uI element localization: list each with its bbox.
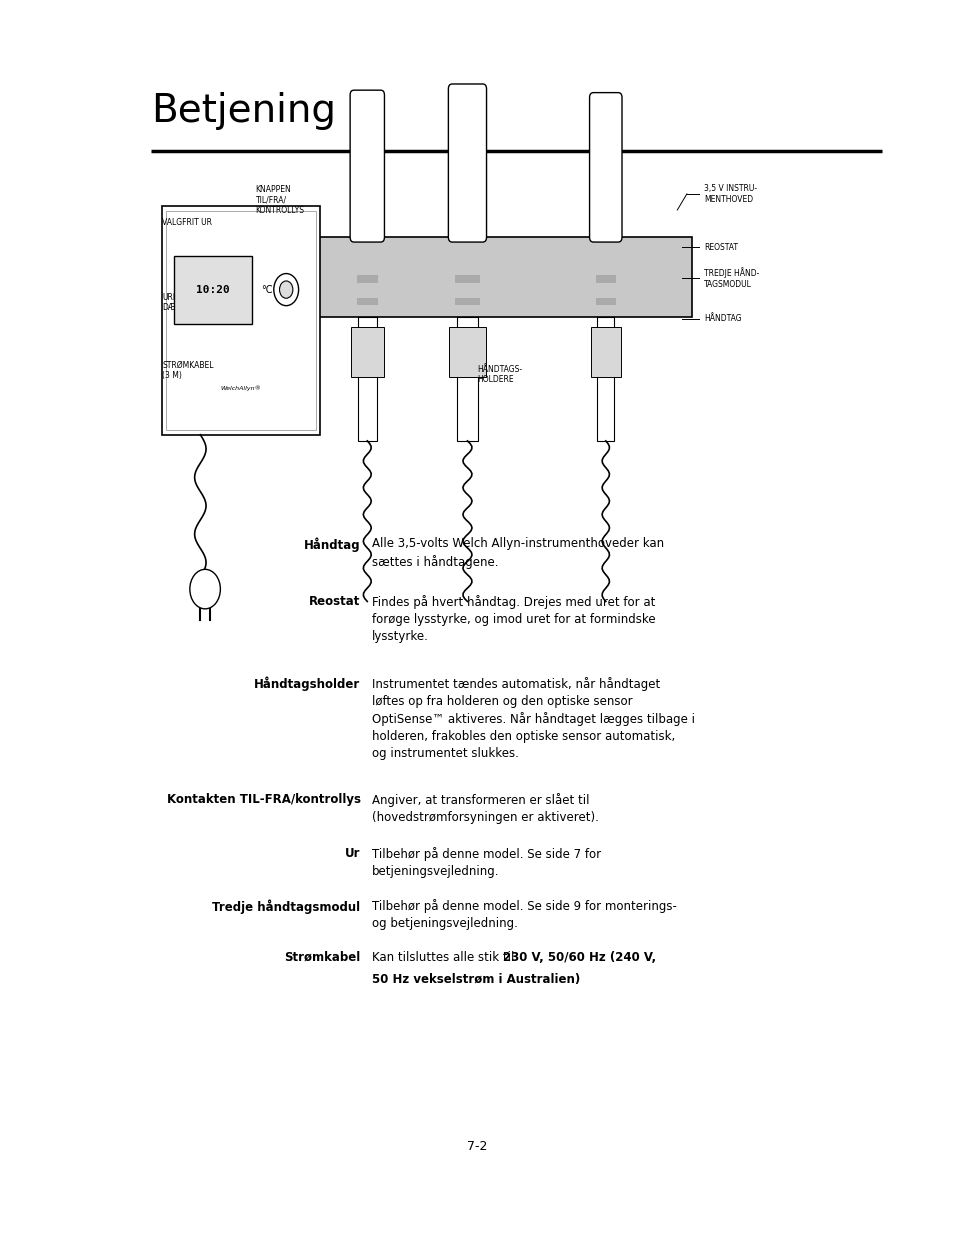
Text: Ur: Ur bbox=[345, 847, 360, 861]
Text: Angiver, at transformeren er slået til
(hovedstrømforsyningen er aktiveret).: Angiver, at transformeren er slået til (… bbox=[372, 793, 598, 824]
Text: 230 V, 50/60 Hz (240 V,: 230 V, 50/60 Hz (240 V, bbox=[503, 951, 656, 965]
FancyBboxPatch shape bbox=[448, 84, 486, 242]
Bar bbox=[357, 317, 376, 441]
Text: Findes på hvert håndtag. Drejes med uret for at
forøge lysstyrke, og imod uret f: Findes på hvert håndtag. Drejes med uret… bbox=[372, 595, 655, 643]
Text: Kan tilsluttes alle stik til: Kan tilsluttes alle stik til bbox=[372, 951, 517, 965]
Text: TREDJE HÅND-
TAGSMODUL: TREDJE HÅND- TAGSMODUL bbox=[703, 267, 759, 289]
Bar bbox=[596, 275, 615, 283]
Text: Tredje håndtagsmodul: Tredje håndtagsmodul bbox=[213, 899, 360, 914]
Text: Betjening: Betjening bbox=[151, 91, 335, 130]
Text: Kontakten TIL-FRA/kontrollys: Kontakten TIL-FRA/kontrollys bbox=[167, 793, 360, 806]
Text: .: . bbox=[512, 973, 516, 986]
Bar bbox=[173, 256, 252, 324]
FancyBboxPatch shape bbox=[589, 93, 621, 242]
Text: Tilbehør på denne model. Se side 9 for monterings-
og betjeningsvejledning.: Tilbehør på denne model. Se side 9 for m… bbox=[372, 899, 677, 930]
Text: Håndtag: Håndtag bbox=[304, 537, 360, 552]
Bar bbox=[356, 298, 377, 305]
Bar bbox=[597, 317, 614, 441]
Text: WelchAllyn®: WelchAllyn® bbox=[220, 385, 261, 390]
Text: HÅNDTAGS-
HOLDERE: HÅNDTAGS- HOLDERE bbox=[476, 364, 521, 384]
Text: 50 Hz vekselstrøm i Australien): 50 Hz vekselstrøm i Australien) bbox=[372, 973, 579, 986]
Text: Håndtagsholder: Håndtagsholder bbox=[254, 677, 360, 692]
Bar bbox=[356, 275, 377, 283]
Circle shape bbox=[190, 569, 220, 609]
Text: REOSTAT: REOSTAT bbox=[703, 242, 738, 252]
Bar bbox=[351, 327, 383, 377]
Text: STRØMKABEL
(3 M): STRØMKABEL (3 M) bbox=[162, 361, 213, 380]
Text: Alle 3,5-volts Welch Allyn-instrumenthoveder kan
sættes i håndtagene.: Alle 3,5-volts Welch Allyn-instrumenthov… bbox=[372, 537, 663, 568]
Text: 3,5 V INSTRU-
MENTHOVED: 3,5 V INSTRU- MENTHOVED bbox=[703, 184, 757, 204]
Text: Tilbehør på denne model. Se side 7 for
betjeningsvejledning.: Tilbehør på denne model. Se side 7 for b… bbox=[372, 847, 600, 878]
Text: KNAPPEN
TIL/FRA/
KONTROLLYS: KNAPPEN TIL/FRA/ KONTROLLYS bbox=[255, 185, 304, 215]
Bar bbox=[590, 327, 620, 377]
Text: Instrumentet tændes automatisk, når håndtaget
løftes op fra holderen og den opti: Instrumentet tændes automatisk, når hånd… bbox=[372, 677, 695, 760]
Text: VALGFRIT UR: VALGFRIT UR bbox=[162, 217, 212, 227]
Text: URETS
DÆKSKIVE: URETS DÆKSKIVE bbox=[162, 293, 202, 312]
Text: HÅNDTAG: HÅNDTAG bbox=[703, 314, 740, 324]
Bar bbox=[166, 211, 315, 430]
Bar bbox=[455, 275, 479, 283]
FancyBboxPatch shape bbox=[350, 90, 384, 242]
Text: Strømkabel: Strømkabel bbox=[284, 951, 360, 965]
Text: 7-2: 7-2 bbox=[466, 1140, 487, 1152]
Text: °C: °C bbox=[261, 284, 273, 295]
Bar bbox=[455, 298, 479, 305]
Bar bbox=[449, 327, 485, 377]
Circle shape bbox=[279, 282, 293, 299]
Bar bbox=[596, 298, 615, 305]
Bar bbox=[456, 317, 477, 441]
Bar bbox=[314, 237, 691, 317]
Bar bbox=[162, 206, 319, 435]
Circle shape bbox=[274, 274, 298, 306]
Text: 10:20: 10:20 bbox=[195, 284, 230, 295]
Text: Reostat: Reostat bbox=[309, 595, 360, 609]
